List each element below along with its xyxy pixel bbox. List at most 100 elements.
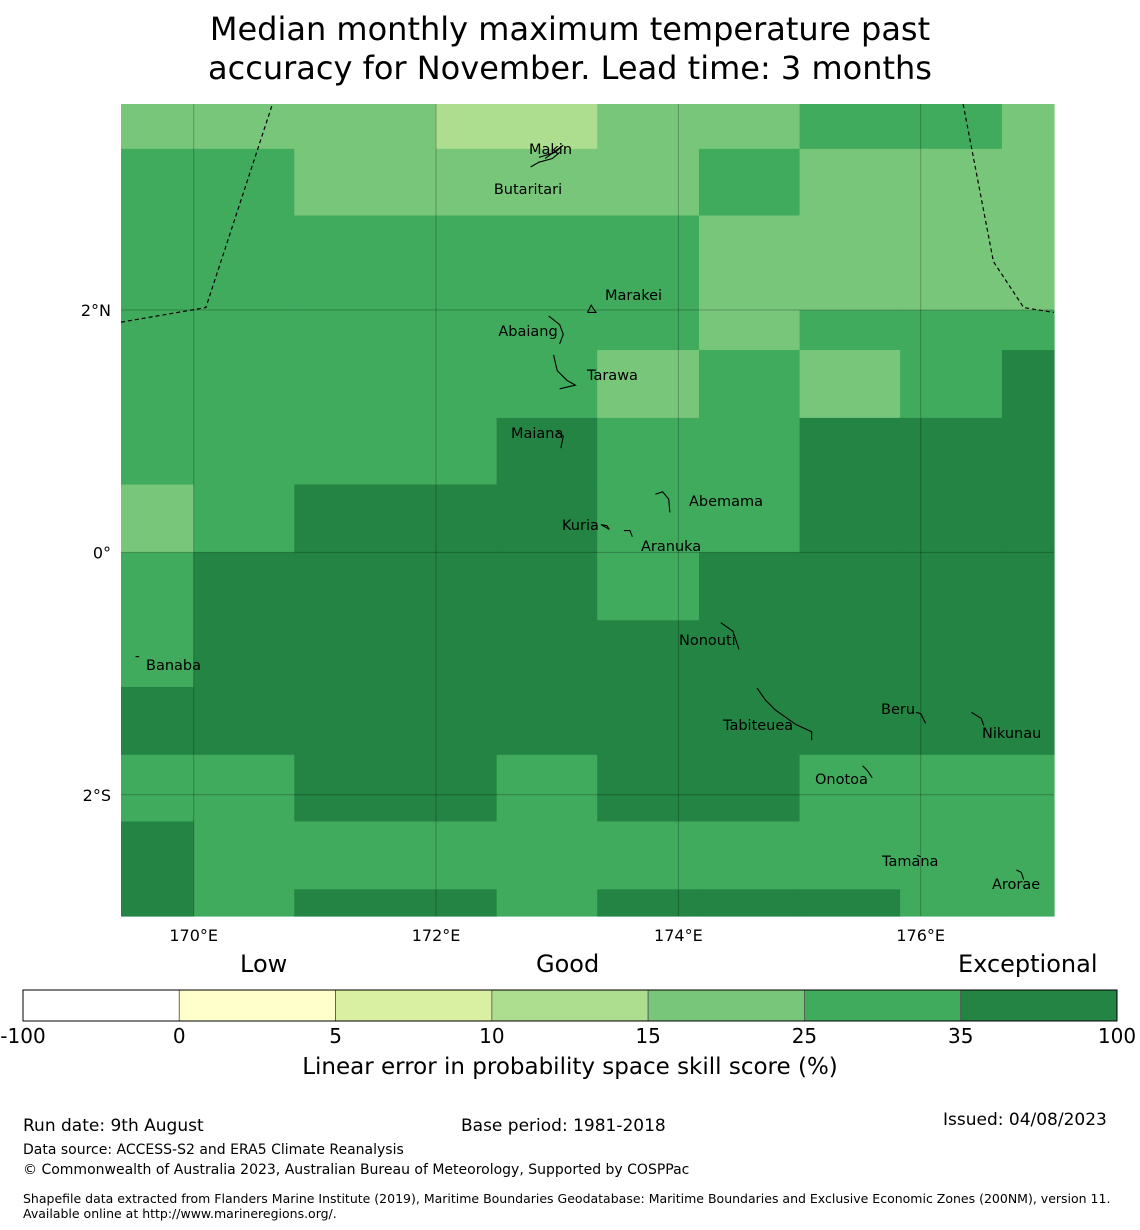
skill-cell bbox=[900, 620, 1003, 688]
skill-cell bbox=[900, 889, 1003, 917]
skill-cell bbox=[799, 417, 901, 486]
skill-cell bbox=[294, 310, 437, 351]
skill-cell bbox=[121, 148, 195, 217]
skill-cell bbox=[436, 821, 498, 890]
island-outline-maiana bbox=[556, 430, 564, 449]
island-outline-abemama bbox=[655, 491, 671, 513]
island-label-tamana: Tamana bbox=[881, 854, 938, 870]
skill-cell bbox=[436, 104, 498, 150]
colorbar-tick-label: 25 bbox=[791, 1024, 818, 1048]
skill-cell bbox=[597, 350, 700, 419]
colorbar-heading-exceptional: Exceptional bbox=[958, 950, 1098, 978]
skill-cell bbox=[597, 889, 700, 917]
title-line-1: Median monthly maximum temperature past bbox=[209, 10, 931, 48]
skill-cell bbox=[597, 686, 700, 756]
island-outline-tabiteuea bbox=[756, 687, 813, 741]
colorbar-segment bbox=[647, 989, 805, 1022]
graticule bbox=[121, 104, 1054, 916]
skill-cell bbox=[121, 686, 195, 756]
skill-cell bbox=[698, 821, 801, 890]
skill-cell bbox=[1001, 552, 1055, 621]
island-label-marakei: Marakei bbox=[605, 288, 662, 304]
island-label-makin: Makin bbox=[529, 142, 572, 158]
skill-cell bbox=[193, 754, 295, 823]
island-label-butaritari: Butaritari bbox=[494, 182, 562, 198]
axis-ticks: 170°E 172°E 174°E 176°E 2°N 0° 2°S bbox=[81, 301, 945, 945]
issued-date: Issued: 04/08/2023 bbox=[943, 1110, 1107, 1130]
skill-cell bbox=[193, 552, 295, 621]
colorbar-tick-label: 0 bbox=[172, 1024, 186, 1048]
skill-cell bbox=[121, 484, 195, 554]
skill-cell bbox=[799, 310, 901, 351]
lat-tick-label: 0° bbox=[93, 543, 111, 562]
skill-grid bbox=[121, 104, 1055, 917]
lon-tick-label: 172°E bbox=[412, 926, 461, 945]
island-outline-makin bbox=[538, 144, 564, 159]
skill-cell bbox=[496, 484, 598, 554]
island-label-abemama: Abemama bbox=[689, 494, 763, 510]
skill-cell bbox=[496, 754, 598, 823]
island-outline-tamana bbox=[916, 854, 921, 858]
skill-cell bbox=[698, 754, 801, 823]
colorbar-segment bbox=[178, 989, 336, 1022]
skill-cell bbox=[121, 620, 195, 688]
page-title: Median monthly maximum temperature past … bbox=[0, 10, 1140, 88]
data-source: Data source: ACCESS-S2 and ERA5 Climate … bbox=[23, 1142, 404, 1158]
skill-cell bbox=[799, 889, 901, 917]
skill-cell bbox=[597, 104, 700, 150]
skill-cell bbox=[121, 350, 195, 419]
skill-cell bbox=[799, 148, 901, 217]
skill-cell bbox=[294, 620, 437, 688]
skill-cell bbox=[900, 484, 1003, 554]
skill-cell bbox=[1001, 889, 1055, 917]
skill-cell bbox=[900, 686, 1003, 756]
skill-cell bbox=[193, 350, 295, 419]
copyright: © Commonwealth of Australia 2023, Austra… bbox=[23, 1162, 690, 1178]
skill-cell bbox=[698, 417, 801, 486]
colorbar-segment bbox=[335, 989, 493, 1022]
skill-cell bbox=[436, 350, 498, 419]
skill-cell bbox=[193, 148, 295, 217]
island-label-beru: Beru bbox=[881, 702, 915, 718]
island-label-onotoa: Onotoa bbox=[815, 772, 868, 788]
colorbar-segment bbox=[960, 989, 1118, 1022]
skill-cell bbox=[436, 889, 498, 917]
skill-cell bbox=[900, 754, 1003, 823]
skill-cell bbox=[900, 148, 1003, 217]
skill-cell bbox=[1001, 215, 1055, 311]
skill-cell bbox=[597, 821, 700, 890]
skill-cell bbox=[1001, 350, 1055, 419]
skill-cell bbox=[698, 310, 801, 351]
skill-cell bbox=[294, 350, 437, 419]
skill-cell bbox=[121, 417, 195, 486]
island-outline-nonouti bbox=[720, 622, 740, 650]
skill-cell bbox=[496, 310, 598, 351]
colorbar-tick-label: 5 bbox=[329, 1024, 342, 1048]
skill-cell bbox=[698, 686, 801, 756]
skill-cell bbox=[294, 889, 437, 917]
skill-cell bbox=[294, 484, 437, 554]
island-label-banaba: Banaba bbox=[146, 658, 201, 674]
lat-tick-label: 2°N bbox=[81, 301, 111, 320]
skill-cell bbox=[597, 620, 700, 688]
skill-cell bbox=[1001, 104, 1055, 150]
island-label-arorae: Arorae bbox=[992, 877, 1040, 893]
skill-cell bbox=[496, 889, 598, 917]
eez-boundaries bbox=[120, 103, 1055, 323]
skill-cell bbox=[698, 350, 801, 419]
skill-cell bbox=[121, 104, 195, 150]
skill-cell bbox=[193, 310, 295, 351]
lat-tick-label: 2°S bbox=[83, 786, 111, 805]
colorbar-outline bbox=[22, 989, 1118, 1022]
lon-tick-label: 176°E bbox=[896, 926, 945, 945]
island-label-abaiang: Abaiang bbox=[498, 324, 557, 340]
skill-cell bbox=[1001, 484, 1055, 554]
skill-cell bbox=[698, 620, 801, 688]
eez-boundary-line bbox=[120, 103, 274, 323]
title-line-2: accuracy for November. Lead time: 3 mont… bbox=[208, 49, 932, 87]
colorbar-tick-label: 15 bbox=[635, 1024, 661, 1048]
skill-cell bbox=[597, 148, 700, 217]
colorbar-heading-good: Good bbox=[536, 950, 600, 978]
skill-cell bbox=[496, 620, 598, 688]
island-outline-tarawa bbox=[553, 354, 577, 390]
